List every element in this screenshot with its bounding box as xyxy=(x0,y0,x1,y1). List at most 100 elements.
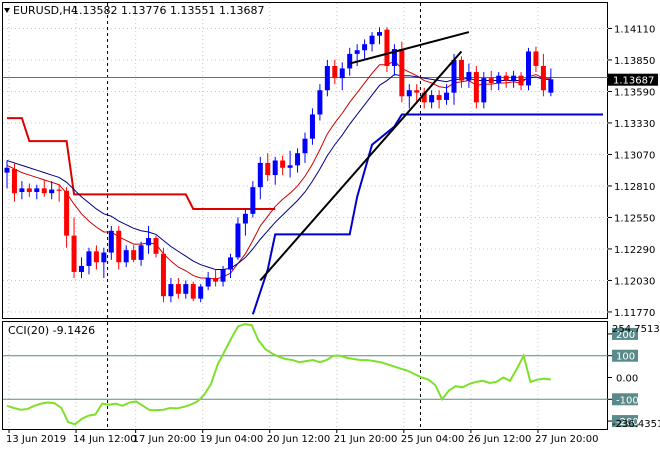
time-tick-label: 26 Jun 12:00 xyxy=(468,434,532,445)
candle-body xyxy=(123,250,129,263)
price-tick-label: 1.12030 xyxy=(614,276,655,287)
cci-label: CCI(20) -9.1426 xyxy=(8,324,95,337)
candle-body xyxy=(317,90,323,115)
candle-body xyxy=(205,278,211,287)
candle-body xyxy=(354,50,360,54)
candle-body xyxy=(436,95,442,100)
time-tick-label: 21 Jun 20:00 xyxy=(334,434,398,445)
cci-level-label: 100 xyxy=(616,352,635,363)
candle-body xyxy=(160,253,166,297)
candle-body xyxy=(451,59,457,93)
candle-body xyxy=(466,72,472,81)
candle-body xyxy=(287,165,293,168)
stop-level-line xyxy=(251,113,603,315)
price-tick-label: 1.13070 xyxy=(614,150,655,161)
candle-body xyxy=(257,162,263,188)
candle-body xyxy=(34,188,40,192)
candle-body xyxy=(309,114,315,139)
candle-body xyxy=(242,213,248,224)
cci-level-label: 0.00 xyxy=(616,373,638,384)
price-tick-label: 1.12550 xyxy=(614,213,655,224)
candle-body xyxy=(86,251,92,266)
candle-body xyxy=(406,90,412,97)
trendline xyxy=(349,31,470,65)
time-tick-label: 14 Jun 12:00 xyxy=(73,434,137,445)
candle-body xyxy=(548,79,554,93)
time-tick-label: 25 Jun 04:00 xyxy=(401,434,465,445)
ohlc-header: 1.13582 1.13776 1.13551 1.13687 xyxy=(72,4,264,17)
candle-body xyxy=(473,72,479,103)
candle-body xyxy=(377,32,382,36)
candle-body xyxy=(64,190,70,236)
candle-body xyxy=(511,75,517,81)
stop-level-line xyxy=(7,117,276,210)
candle-body xyxy=(153,238,159,254)
cci-level-box xyxy=(612,393,638,406)
candle-body xyxy=(11,168,17,194)
candle-body xyxy=(228,257,233,270)
candle-body xyxy=(533,51,539,66)
candle-body xyxy=(488,78,494,83)
candle-body xyxy=(4,167,10,173)
time-tick-label: 13 Jun 2019 xyxy=(6,434,66,445)
candle-body xyxy=(399,49,405,97)
candle-body xyxy=(108,230,114,253)
price-tick-label: 1.13330 xyxy=(614,119,655,130)
price-tick-label: 1.11770 xyxy=(614,308,655,319)
candle-body xyxy=(101,252,107,263)
candle-body xyxy=(146,238,152,246)
candle-body xyxy=(19,188,25,192)
candle-body xyxy=(429,95,435,103)
time-tick-label: 27 Jun 20:00 xyxy=(535,434,599,445)
candle-body xyxy=(175,284,181,294)
candle-body xyxy=(183,284,189,294)
price-tick-label: 1.13590 xyxy=(614,87,655,98)
candle-body xyxy=(444,92,450,100)
candle-body xyxy=(71,235,77,272)
candle-body xyxy=(496,75,502,83)
price-tick-label: 1.14110 xyxy=(614,24,655,35)
candle-body xyxy=(131,250,137,260)
price-tick-label: 1.12810 xyxy=(614,182,655,193)
candle-body xyxy=(93,251,99,263)
candle-body xyxy=(458,59,464,81)
candle-body xyxy=(220,269,226,282)
candle-body xyxy=(250,187,256,214)
candle-body xyxy=(56,189,62,191)
cci-level-label: -200 xyxy=(616,417,639,428)
cci-line xyxy=(6,323,551,426)
trendline xyxy=(259,50,463,282)
candle-body xyxy=(540,66,546,91)
candle-body xyxy=(138,245,144,260)
time-tick-label: 17 Jun 20:00 xyxy=(133,434,197,445)
candle-body xyxy=(26,188,32,192)
candle-body xyxy=(265,162,271,176)
candle-body xyxy=(362,44,368,51)
moving-average-line xyxy=(6,60,551,280)
cci-level-label: -100 xyxy=(616,395,639,406)
candle-body xyxy=(518,75,524,86)
candle-body xyxy=(369,35,375,45)
time-tick-label: 20 Jun 12:00 xyxy=(267,434,331,445)
candle-body xyxy=(41,188,47,194)
candle-body xyxy=(332,66,338,79)
time-tick-label: 19 Jun 04:00 xyxy=(200,434,264,445)
candle-body xyxy=(503,75,509,81)
candle-body xyxy=(49,189,55,194)
candle-body xyxy=(391,49,397,66)
candle-body xyxy=(302,138,308,154)
cci-level-box xyxy=(612,349,638,362)
price-tick-label: 1.12290 xyxy=(614,245,655,256)
symbol-label: EURUSD,H4 xyxy=(13,4,78,17)
main-panel-frame xyxy=(2,2,608,319)
candle-body xyxy=(198,286,204,299)
candle-body xyxy=(414,90,420,93)
candle-body xyxy=(235,223,241,258)
cci-level-box xyxy=(612,415,638,428)
cci-panel-frame xyxy=(2,321,608,430)
cci-level-box xyxy=(612,327,638,340)
candle-body xyxy=(384,29,390,66)
candle-body xyxy=(116,230,122,263)
candle-body xyxy=(168,284,174,297)
